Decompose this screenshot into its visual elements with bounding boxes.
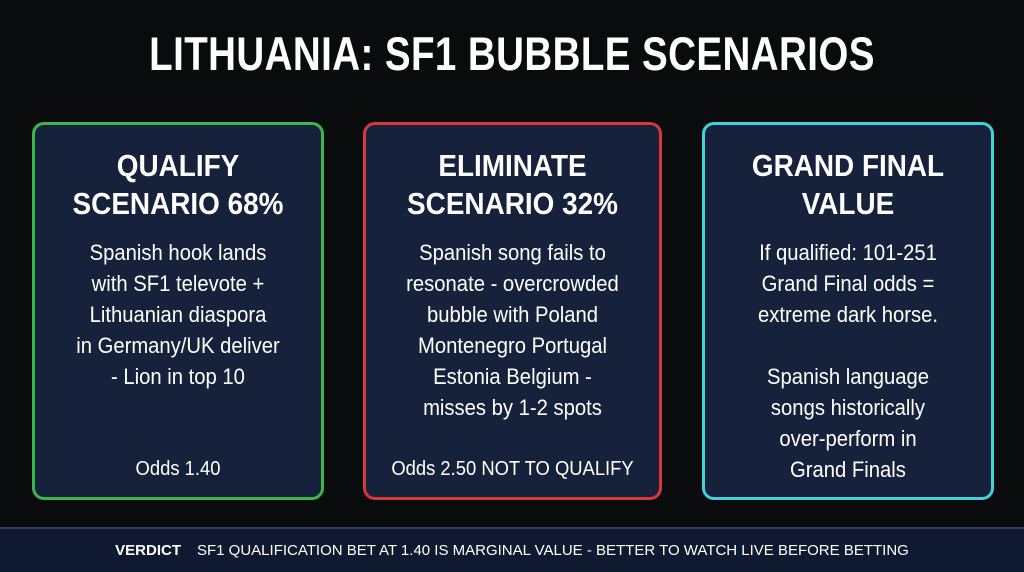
body-line: Montenegro Portugal (417, 333, 608, 358)
body-line: bubble with Poland (426, 302, 599, 327)
body-line: over-perform in (779, 426, 917, 451)
scenario-card: ELIMINATE SCENARIO 32% Spanish song fails … (363, 122, 662, 500)
card-heading: GRAND FINAL VALUE (719, 147, 976, 223)
body-line: resonate - overcrowded (406, 271, 619, 296)
body-line: extreme dark horse. (757, 302, 938, 327)
body-line: - Lion in top 10 (111, 364, 245, 389)
card-odds: Odds 1.40 (135, 458, 221, 480)
body-line: in Germany/UK deliver (76, 333, 280, 358)
card-odds: Odds 2.50 NOT TO QUALIFY (391, 458, 634, 480)
body-line: Estonia Belgium - (433, 364, 592, 389)
body-line: Grand Finals (790, 457, 906, 482)
scenario-card: QUALIFY SCENARIO 68% Spanish hook lands wit… (32, 122, 324, 500)
scenario-card: GRAND FINAL VALUE If qualified: 101-251 Gra… (702, 122, 994, 500)
card-body: Spanish song fails to resonate - overcrow… (378, 237, 648, 423)
body-line: songs historically (770, 395, 926, 420)
heading-line: QUALIFY (116, 148, 240, 183)
heading-line: ELIMINATE (438, 148, 587, 183)
body-line: Grand Final odds = (761, 271, 935, 296)
verdict-bar: VERDICT SF1 QUALIFICATION BET AT 1.40 IS… (0, 527, 1024, 572)
heading-line: VALUE (801, 186, 895, 221)
card-heading: ELIMINATE SCENARIO 32% (381, 147, 645, 223)
card-body: If qualified: 101-251 Grand Final odds = e… (716, 237, 979, 330)
heading-line: GRAND FINAL (751, 148, 945, 183)
title: LITHUANIA: SF1 BUBBLE SCENARIOS (149, 27, 875, 80)
card-heading: QUALIFY SCENARIO 68% (49, 147, 306, 223)
card-body: Spanish hook lands with SF1 televote + Lit… (46, 237, 309, 392)
verdict-label: VERDICT (115, 542, 181, 559)
body-line: Spanish language (766, 364, 930, 389)
card-body: Spanish language songs historically over-p… (716, 361, 979, 485)
body-line: Spanish hook lands (89, 240, 267, 265)
heading-line: SCENARIO 32% (407, 186, 618, 221)
body-line: misses by 1-2 spots (423, 395, 602, 420)
heading-line: SCENARIO 68% (72, 186, 284, 221)
body-line: Lithuanian diaspora (89, 302, 267, 327)
body-line: Spanish song fails to (419, 240, 606, 265)
body-line: with SF1 televote + (91, 271, 265, 296)
body-line: If qualified: 101-251 (759, 240, 937, 265)
verdict-text: SF1 QUALIFICATION BET AT 1.40 IS MARGINA… (197, 542, 909, 559)
